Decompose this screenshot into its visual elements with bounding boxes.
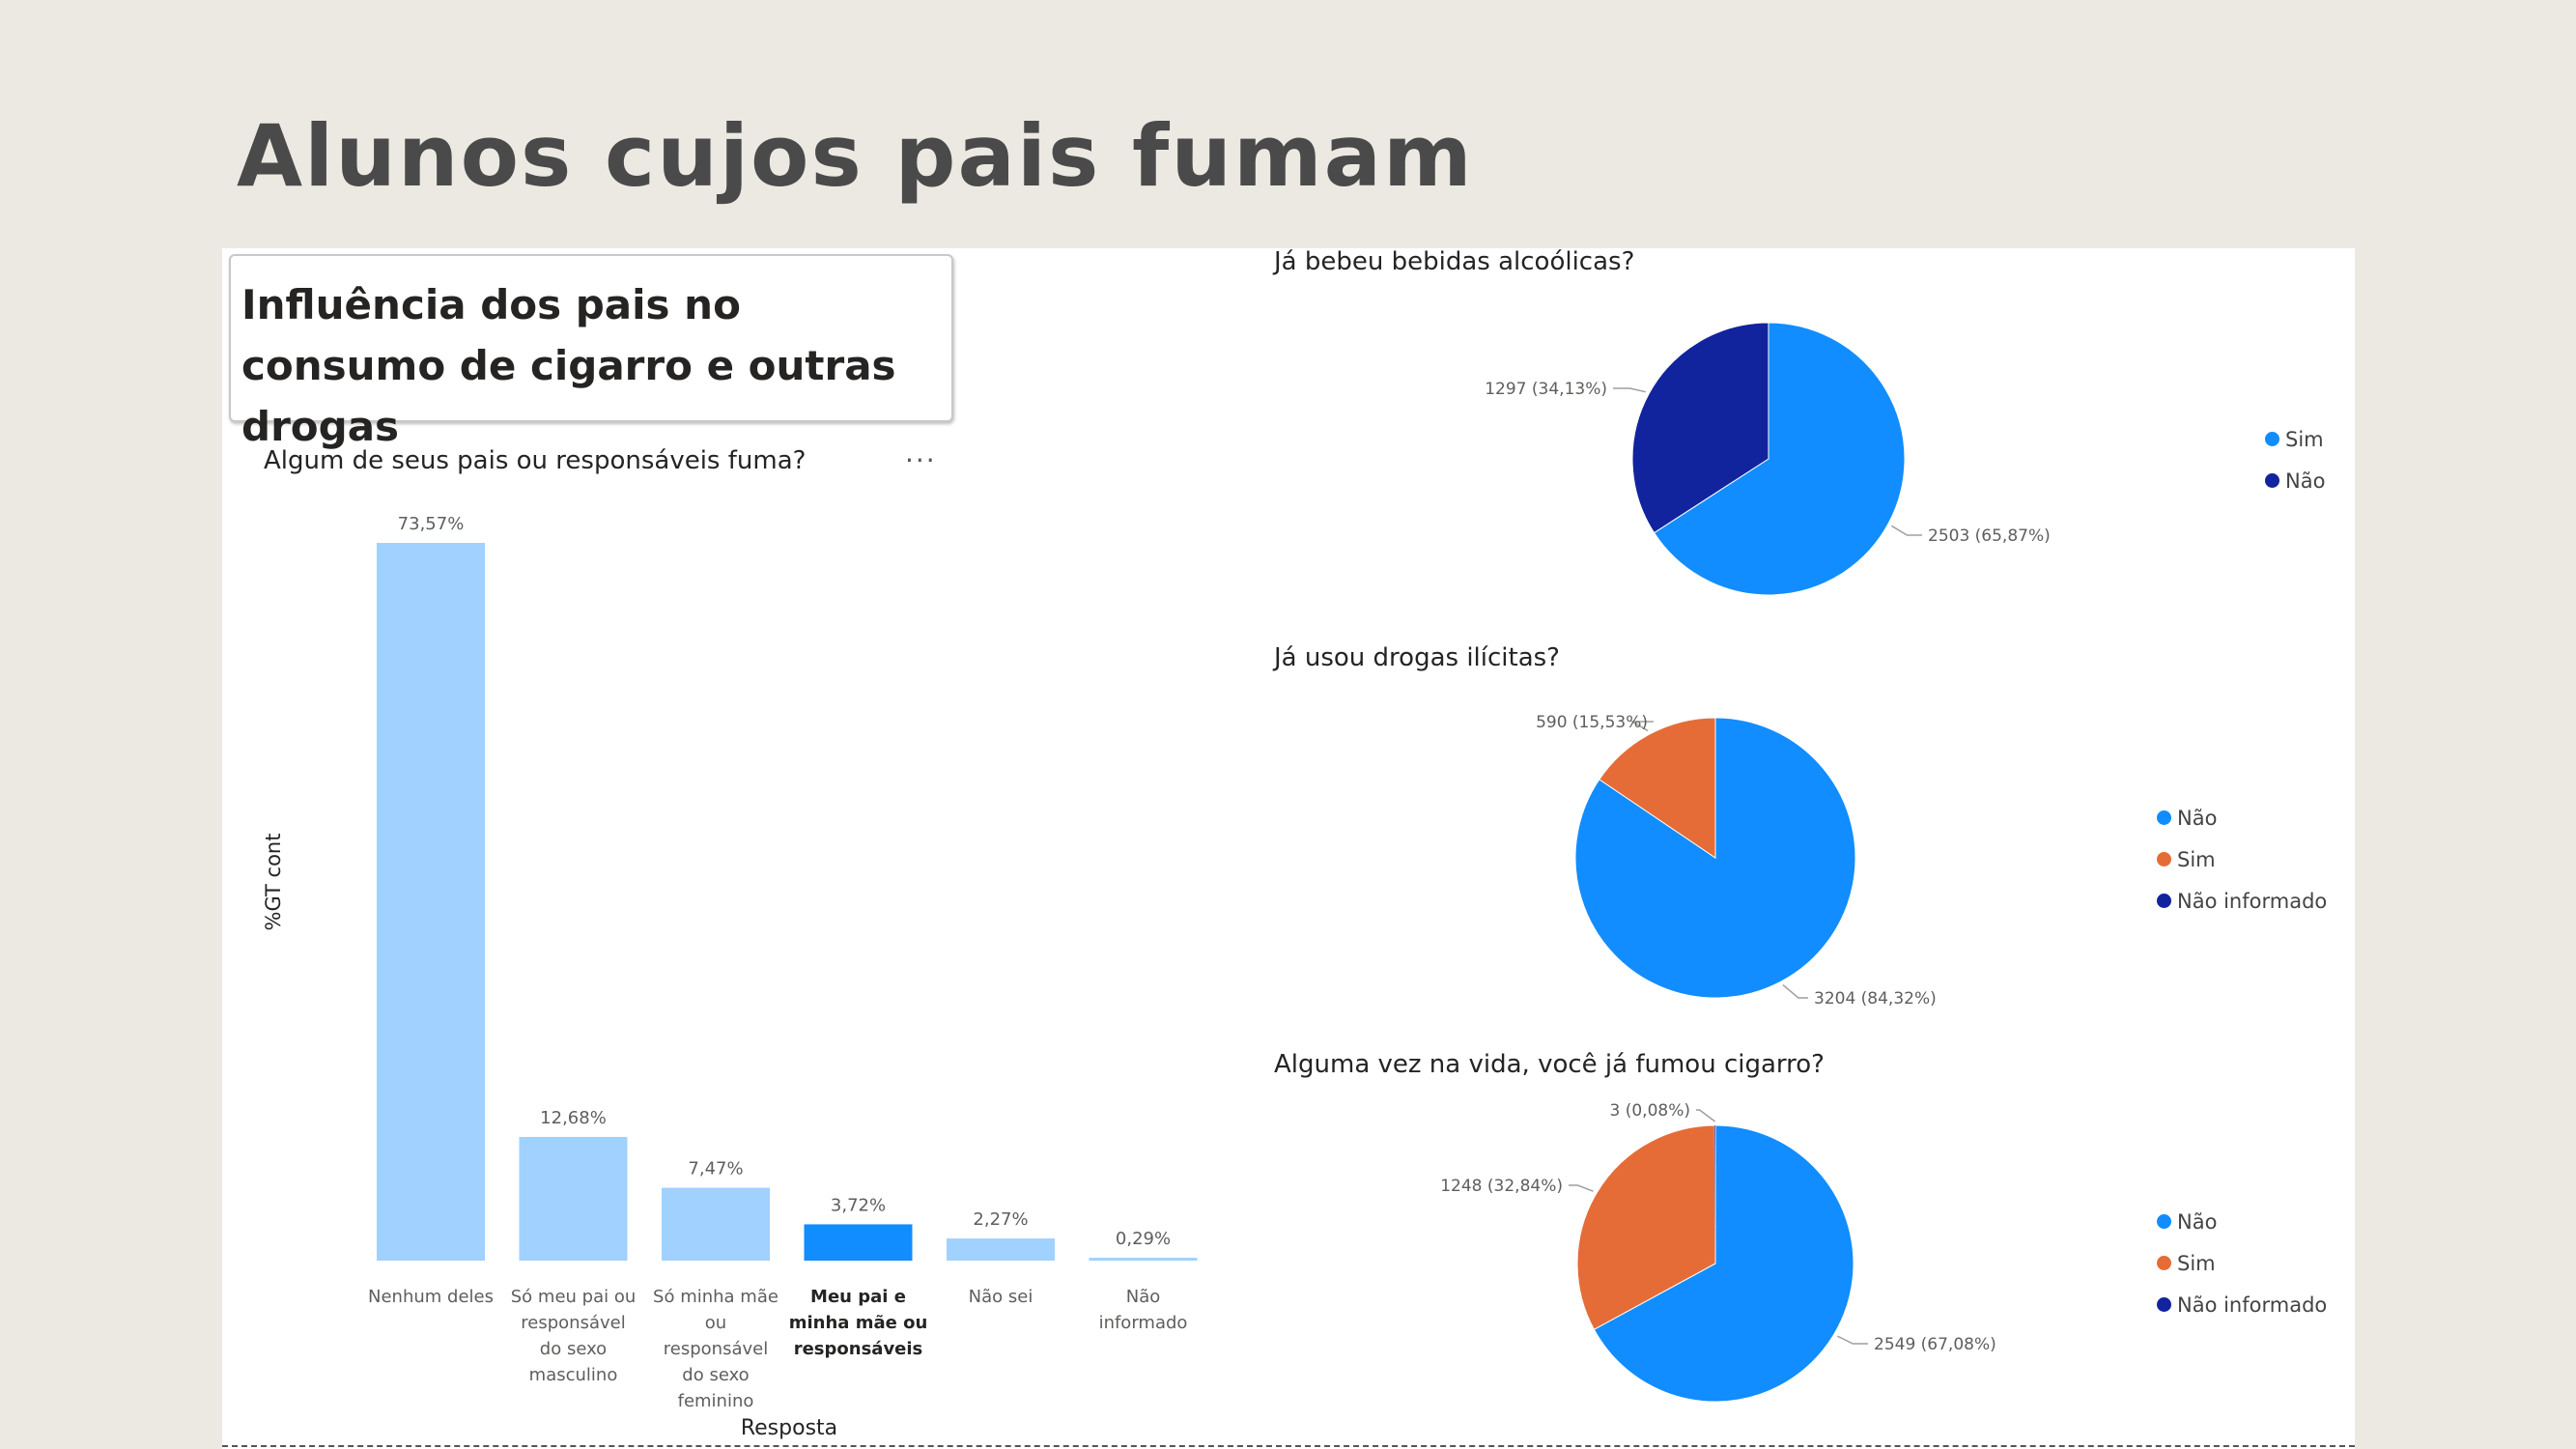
y-axis-label: %GT cont bbox=[262, 834, 285, 931]
x-tick-label: ou bbox=[705, 1313, 726, 1333]
legend-label: Não informado bbox=[2177, 889, 2328, 913]
pie-slice-sim bbox=[1599, 717, 1716, 859]
legend-marker-icon bbox=[2265, 432, 2279, 446]
x-tick-label: Só minha mãe bbox=[653, 1287, 778, 1307]
legend-label: Não bbox=[2177, 806, 2218, 830]
more-options-icon[interactable]: ... bbox=[905, 437, 937, 469]
bar-value-label: 0,29% bbox=[1116, 1229, 1171, 1249]
legend-item-nao[interactable]: Não bbox=[2157, 1201, 2327, 1242]
bar-chart-title: Algum de seus pais ou responsáveis fuma? bbox=[264, 446, 807, 475]
x-tick-label: do sexo bbox=[682, 1365, 749, 1385]
legend-label: Não bbox=[2285, 469, 2326, 493]
x-tick-label: Só meu pai ou bbox=[511, 1287, 637, 1307]
pie-data-label: 3204 (84,32%) bbox=[1814, 989, 1937, 1009]
legend-marker-icon bbox=[2157, 1297, 2171, 1312]
pie-slice-sim bbox=[1576, 1124, 1716, 1330]
bar-value-label: 2,27% bbox=[973, 1209, 1028, 1230]
legend-marker-icon bbox=[2157, 852, 2171, 867]
legend-item-nao[interactable]: Não bbox=[2265, 460, 2325, 501]
bar-chart: %GT cont Resposta 73,57% Nenhum deles 12,68%… bbox=[262, 514, 1198, 1440]
legend-marker-icon bbox=[2157, 1214, 2171, 1229]
x-tick-label: minha mãe ou bbox=[789, 1313, 928, 1333]
legend-marker-icon bbox=[2157, 1256, 2171, 1270]
pie-drugs-chart: 3204 (84,32%) 590 (15,53%) bbox=[1536, 713, 1937, 1009]
pie-cigarette-title: Alguma vez na vida, você já fumou cigarr… bbox=[1274, 1050, 1825, 1079]
x-tick-label: responsável bbox=[521, 1313, 625, 1333]
pie-drugs-legend: Não Sim Não informado bbox=[2157, 797, 2327, 922]
slide-title: Alunos cujos pais fumam bbox=[237, 106, 1474, 206]
pie-alcohol-title: Já bebeu bebidas alcoólicas? bbox=[1274, 247, 1635, 276]
panel-border bbox=[222, 1445, 2355, 1447]
x-tick-label: masculino bbox=[529, 1365, 618, 1385]
x-tick-label: informado bbox=[1099, 1313, 1188, 1333]
pie-slice-nao bbox=[1631, 322, 1769, 534]
legend-item-sim[interactable]: Sim bbox=[2265, 418, 2325, 460]
bar-so-minha-mae-ou-responsavel-do-sexo-feminino bbox=[662, 1187, 770, 1261]
legend-label: Sim bbox=[2177, 1251, 2216, 1275]
bar-value-label: 12,68% bbox=[540, 1108, 607, 1128]
pie-data-label: 2503 (65,87%) bbox=[1928, 526, 2051, 546]
legend-label: Sim bbox=[2177, 847, 2216, 871]
bar-value-label: 7,47% bbox=[688, 1159, 743, 1179]
pie-leader-line bbox=[1613, 387, 1646, 393]
x-tick-label: feminino bbox=[678, 1391, 754, 1411]
bar-nao-sei bbox=[947, 1238, 1055, 1261]
pie-data-label: 3 (0,08%) bbox=[1610, 1101, 1691, 1121]
pie-cigarette-chart: 2549 (67,08%) 1248 (32,84%) 3 (0,08%) bbox=[1440, 1101, 1996, 1403]
pie-leader-line bbox=[1629, 721, 1654, 732]
legend-label: Sim bbox=[2285, 427, 2324, 451]
legend-marker-icon bbox=[2265, 473, 2279, 488]
bar-so-meu-pai-ou-responsavel-do-sexo-masculino bbox=[519, 1136, 628, 1261]
bar-value-label: 3,72% bbox=[831, 1195, 886, 1215]
legend-item-nao-informado[interactable]: Não informado bbox=[2157, 1284, 2327, 1325]
legend-marker-icon bbox=[2157, 810, 2171, 825]
pie-alcohol-chart: 2503 (65,87%) 1297 (34,13%) bbox=[1485, 322, 2051, 596]
legend-item-sim[interactable]: Sim bbox=[2157, 1242, 2327, 1284]
x-tick-label: responsável bbox=[664, 1339, 768, 1359]
x-tick-label: responsáveis bbox=[794, 1339, 923, 1359]
pie-leader-line bbox=[1837, 1335, 1868, 1345]
pie-data-label: 590 (15,53%) bbox=[1536, 713, 1648, 732]
report-header-title: Influência dos pais no consumo de cigarr… bbox=[241, 281, 896, 450]
pie-slice-nao bbox=[1593, 1124, 1854, 1403]
x-tick-label: Nenhum deles bbox=[368, 1287, 494, 1307]
x-tick-label: Não sei bbox=[969, 1287, 1033, 1307]
pie-data-label: 1297 (34,13%) bbox=[1485, 380, 1607, 399]
x-tick-label: Não bbox=[1126, 1287, 1161, 1307]
pie-alcohol-legend: Sim Não bbox=[2265, 418, 2325, 501]
legend-label: Não bbox=[2177, 1209, 2218, 1234]
x-tick-label: do sexo bbox=[540, 1339, 607, 1359]
legend-item-nao[interactable]: Não bbox=[2157, 797, 2327, 838]
legend-marker-icon bbox=[2157, 894, 2171, 908]
bar-value-label: 73,57% bbox=[398, 514, 465, 534]
bar-meu-pai-e-minha-mae-ou-responsaveis bbox=[804, 1224, 913, 1261]
pie-cigarette-legend: Não Sim Não informado bbox=[2157, 1201, 2327, 1325]
pie-data-label: 2549 (67,08%) bbox=[1874, 1335, 1996, 1354]
x-tick-label: Meu pai e bbox=[810, 1287, 906, 1307]
pie-leader-line bbox=[1890, 525, 1922, 536]
pie-leader-line bbox=[1569, 1184, 1594, 1192]
report-header-box bbox=[229, 254, 953, 422]
bar-nao-informado bbox=[1089, 1258, 1198, 1261]
legend-label: Não informado bbox=[2177, 1293, 2328, 1317]
legend-item-nao-informado[interactable]: Não informado bbox=[2157, 880, 2327, 922]
bar-nenhum-deles bbox=[377, 543, 485, 1261]
pie-leader-line bbox=[1782, 983, 1808, 999]
pie-drugs-title: Já usou drogas ilícitas? bbox=[1274, 643, 1560, 672]
x-axis-label: Resposta bbox=[741, 1416, 837, 1440]
pie-leader-line bbox=[1696, 1109, 1716, 1122]
pie-data-label: 1248 (32,84%) bbox=[1440, 1177, 1563, 1196]
legend-item-sim[interactable]: Sim bbox=[2157, 838, 2327, 880]
pie-slice-sim bbox=[1653, 322, 1906, 596]
